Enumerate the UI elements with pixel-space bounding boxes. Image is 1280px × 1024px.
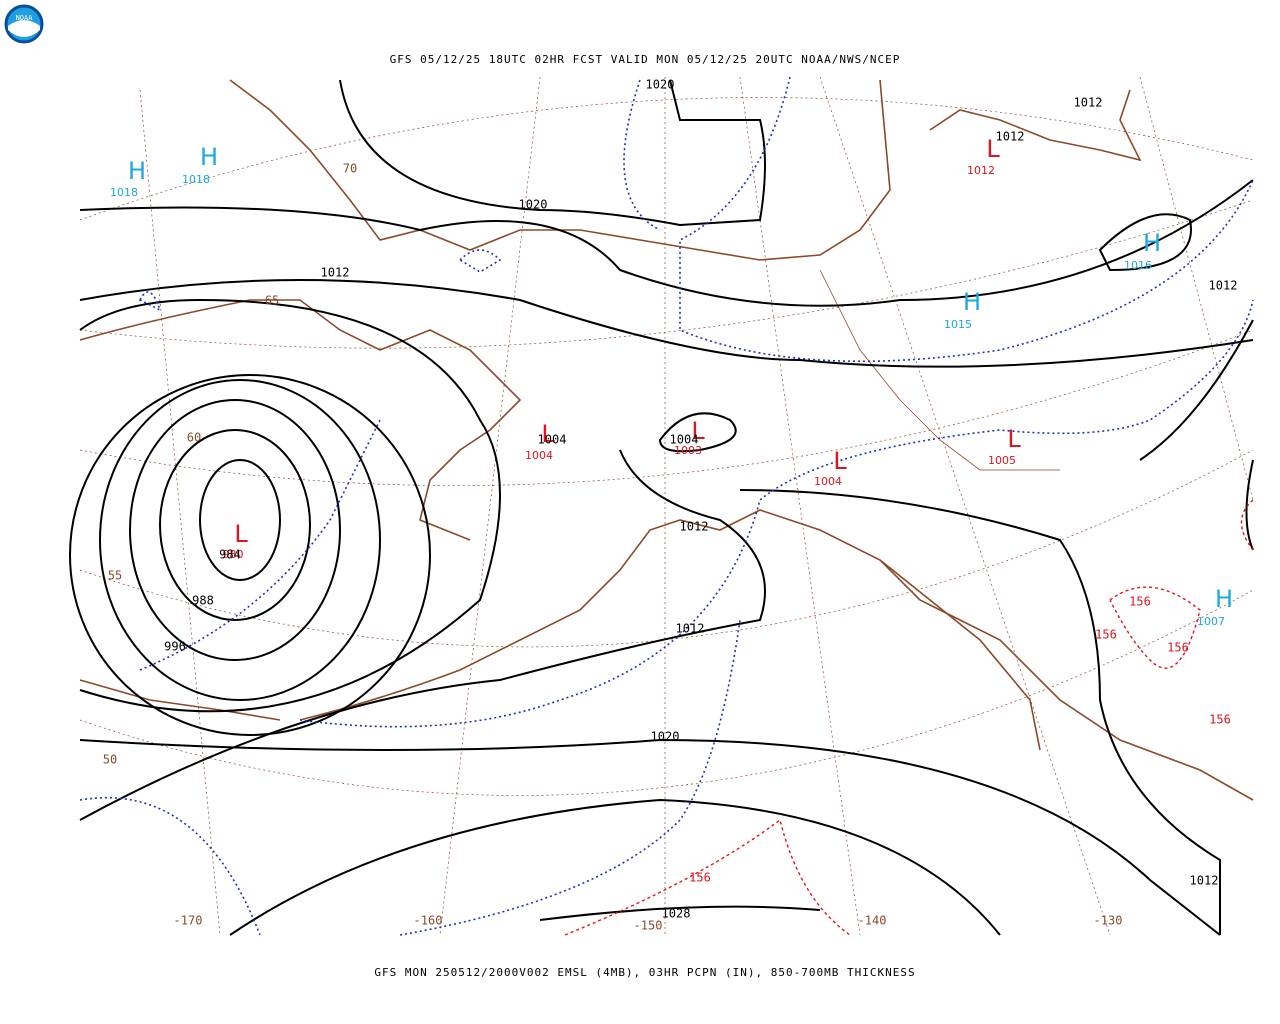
isobar-label: 1012 xyxy=(1209,279,1238,293)
low-symbol: L xyxy=(833,447,847,475)
map-title: GFS 05/12/25 18UTC 02HR FCST VALID MON 0… xyxy=(390,53,901,66)
coastlines xyxy=(79,79,1254,801)
low-symbol: L xyxy=(1007,425,1021,453)
high-symbol: H xyxy=(1143,229,1161,257)
longitude-label: -130 xyxy=(1094,914,1123,928)
precip-contours xyxy=(79,76,1254,936)
graticule xyxy=(79,76,1254,936)
isobar-label: 1012 xyxy=(1074,96,1103,110)
isobar-label: 984 xyxy=(219,548,241,562)
low-symbol: L xyxy=(234,520,248,548)
thickness-label: 156 xyxy=(1167,641,1189,655)
latitude-label: 70 xyxy=(343,162,357,176)
longitude-label: -160 xyxy=(414,914,443,928)
low-pressure: 1003 xyxy=(674,444,702,457)
isobar-label: 1012 xyxy=(1190,874,1219,888)
isobar-label: 1012 xyxy=(676,622,705,636)
isobar-label: 988 xyxy=(192,594,214,608)
isobar-label: 1012 xyxy=(321,266,350,280)
high-pressure: 1007 xyxy=(1197,615,1225,628)
map-frame xyxy=(80,77,1253,935)
high-symbol: H xyxy=(128,157,146,185)
isobar-label: 1004 xyxy=(538,433,567,447)
thickness-contours xyxy=(564,499,1254,936)
map-caption: GFS MON 250512/2000V002 EMSL (4MB), 03HR… xyxy=(374,966,915,979)
low-pressure: 1004 xyxy=(525,449,553,462)
thickness-label: 156 xyxy=(689,871,711,885)
low-pressure: 1004 xyxy=(814,475,842,488)
isobar-label: 1012 xyxy=(996,130,1025,144)
thickness-label: 156 xyxy=(1209,713,1231,727)
thickness-label: 156 xyxy=(1129,595,1151,609)
low-symbol: L xyxy=(986,135,1000,163)
latitude-label: 65 xyxy=(265,294,279,308)
latitude-label: 55 xyxy=(108,569,122,583)
isobar-label: 1004 xyxy=(670,433,699,447)
latitude-label: 60 xyxy=(187,431,201,445)
low-symbol: L xyxy=(541,420,555,448)
high-pressure: 1015 xyxy=(944,318,972,331)
high-pressure: 1018 xyxy=(182,173,210,186)
longitude-label: -150 xyxy=(634,919,663,933)
high-pressure: 1016 xyxy=(1124,259,1152,272)
isobars xyxy=(69,79,1254,936)
logo-text: NOAA xyxy=(16,14,34,22)
low-symbol: L xyxy=(691,417,705,445)
isobar-label: 1012 xyxy=(680,520,709,534)
low-pressure: 1012 xyxy=(967,164,995,177)
low-pressure: 1005 xyxy=(988,454,1016,467)
longitude-label: -140 xyxy=(858,914,887,928)
isobar-label: 1020 xyxy=(519,198,548,212)
map-area xyxy=(69,76,1254,936)
isobar-label: 996 xyxy=(164,640,186,654)
isobar-label: 1020 xyxy=(646,78,675,92)
high-symbol: H xyxy=(963,288,981,316)
isobar-label: 1028 xyxy=(662,907,691,921)
isobar-label: 1020 xyxy=(651,730,680,744)
high-symbol: H xyxy=(200,143,218,171)
logo: NOAA xyxy=(4,4,44,44)
high-pressure: 1018 xyxy=(110,186,138,199)
thickness-label: 156 xyxy=(1095,628,1117,642)
low-pressure: 980 xyxy=(223,548,244,561)
high-symbol: H xyxy=(1215,585,1233,613)
longitude-label: -170 xyxy=(174,914,203,928)
latitude-label: 50 xyxy=(103,753,117,767)
